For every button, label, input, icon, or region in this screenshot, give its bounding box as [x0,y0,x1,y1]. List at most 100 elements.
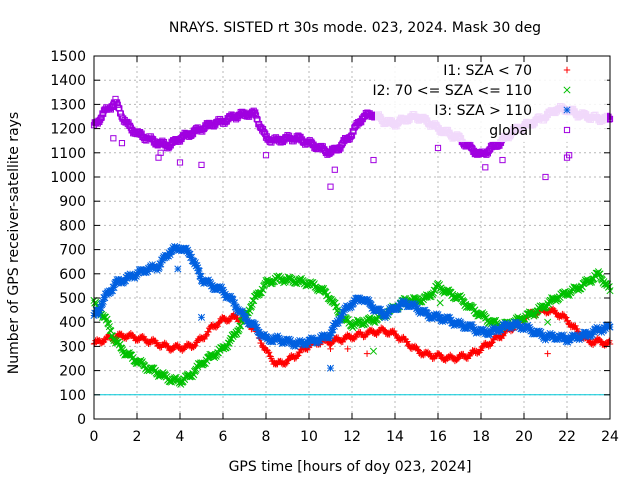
data-point [391,327,398,335]
data-point [112,95,119,103]
y-tick-label: 400 [59,315,86,331]
y-tick-label: 300 [59,339,86,355]
data-point [212,352,220,360]
outlier-point [174,265,182,273]
legend-marker [563,66,571,74]
data-point [295,352,302,359]
data-point [230,299,239,307]
data-point [572,322,579,330]
x-tick-label: 22 [558,429,576,445]
data-point [551,307,558,314]
data-point [477,347,485,354]
data-point [99,297,107,306]
plot-area [90,95,614,388]
data-point [140,333,148,341]
data-point [155,263,163,271]
data-point [229,296,237,304]
data-point [260,343,267,351]
x-tick-label: 12 [343,429,361,445]
data-point [258,339,265,347]
data-point [249,297,257,305]
data-point [562,337,570,346]
data-point [352,334,360,341]
data-point [265,349,272,357]
data-point [383,312,391,320]
data-point [222,344,230,352]
outlier-point [176,159,184,166]
data-point [219,286,227,294]
data-point [214,323,221,330]
legend-label: I2: 70 <= SZA <= 110 [372,83,532,99]
y-tick-label: 1400 [50,73,86,89]
data-point [287,336,295,344]
x-axis-label: GPS time [hours of doy 023, 2024] [229,459,472,475]
data-point [340,308,348,316]
legend-label: I3: SZA > 110 [434,103,532,119]
x-tick-label: 8 [262,429,271,445]
data-point [354,318,362,326]
x-tick-label: 14 [386,429,404,445]
data-point [121,277,130,285]
outlier-point [370,156,377,164]
data-point [587,331,595,340]
data-point [247,302,255,310]
y-tick-label: 200 [59,364,86,380]
data-point [224,294,232,302]
data-point [525,323,533,331]
outlier-point [436,299,444,307]
outlier-point [363,350,371,357]
data-point [493,327,501,335]
data-point [208,281,216,290]
data-point [197,273,205,281]
data-point [225,339,233,347]
data-point [432,310,441,318]
outlier-point [327,345,334,353]
data-point [489,326,497,334]
outliers-2 [94,265,335,372]
legend-label: global [489,123,532,139]
data-point [436,351,443,358]
x-axis-ticks: 0 2 4 6 8 10 12 14 16 18 20 22 24 [90,56,619,445]
legend-marker [563,106,571,114]
outlier-point [544,318,552,326]
outlier-point [499,156,506,164]
data-point [280,339,288,347]
data-point [498,324,507,332]
data-point [368,326,376,334]
data-point [138,358,146,366]
data-point [253,323,261,331]
data-point [132,272,140,280]
outliers-3 [110,135,573,190]
data-point [194,264,202,272]
data-point [375,327,383,335]
data-point [265,349,273,356]
data-point [114,101,121,108]
chart-title: NRAYS. SISTED rt 30s mode. 023, 2024. Ma… [169,20,541,36]
data-point [437,317,445,325]
data-point [98,299,106,307]
data-point [227,292,235,300]
data-point [544,333,552,341]
data-point [447,316,455,324]
data-point [365,296,373,304]
data-point [531,311,540,319]
data-point [205,328,212,336]
data-point [193,262,201,270]
data-point [421,306,429,314]
y-tick-label: 900 [59,194,86,210]
data-point [414,306,422,314]
data-point [110,284,118,292]
data-point [217,283,226,291]
outlier-point [369,347,378,355]
outlier-point [198,161,205,169]
data-point [101,294,109,302]
data-point [404,338,411,345]
data-point [502,322,510,330]
data-point [535,327,543,335]
data-point [203,331,211,338]
data-point [481,326,489,334]
data-point [559,331,567,339]
outlier-point [344,345,351,353]
outlier-point [118,140,126,147]
data-point [195,267,203,275]
